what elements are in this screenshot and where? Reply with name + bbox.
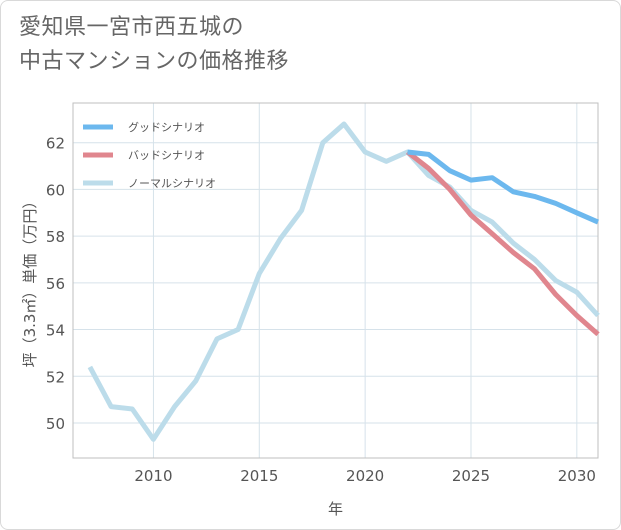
y-axis-title: 坪（3.3㎡）単価（万円） bbox=[21, 194, 39, 368]
y-tick-label: 60 bbox=[46, 181, 65, 199]
x-tick-label: 2010 bbox=[134, 467, 172, 485]
legend-label: バッドシナリオ bbox=[128, 149, 205, 162]
y-tick-label: 62 bbox=[46, 135, 65, 153]
x-tick-label: 2025 bbox=[452, 467, 490, 485]
chart-title-line-1: 愛知県一宮市西五城の bbox=[19, 15, 245, 40]
series-lines bbox=[87, 121, 600, 442]
series-line-1 bbox=[407, 149, 600, 225]
y-tick-label: 54 bbox=[46, 322, 65, 340]
series-line-3 bbox=[87, 121, 600, 442]
x-axis-title: 年 bbox=[328, 500, 343, 518]
legend-label: ノーマルシナリオ bbox=[128, 177, 216, 190]
y-tick-label: 58 bbox=[46, 228, 65, 246]
legend-label: グッドシナリオ bbox=[128, 120, 205, 134]
y-tick-label: 52 bbox=[46, 368, 65, 386]
y-tick-labels: 50 52 54 56 58 60 62 bbox=[46, 135, 65, 433]
chart-title: 愛知県一宮市西五城の 中古マンションの価格推移 bbox=[19, 11, 289, 79]
chart-title-line-2: 中古マンションの価格推移 bbox=[19, 49, 290, 74]
y-tick-label: 56 bbox=[46, 275, 65, 293]
y-tick-label: 50 bbox=[46, 415, 65, 433]
x-tick-labels: 2010 2015 2020 2025 2030 bbox=[134, 467, 596, 485]
x-tick-label: 2015 bbox=[240, 467, 278, 485]
series-line-2 bbox=[405, 150, 600, 337]
grid-lines bbox=[73, 103, 598, 458]
plot-area bbox=[72, 102, 599, 459]
x-tick-label: 2030 bbox=[558, 467, 596, 485]
x-tick-label: 2020 bbox=[346, 467, 384, 485]
